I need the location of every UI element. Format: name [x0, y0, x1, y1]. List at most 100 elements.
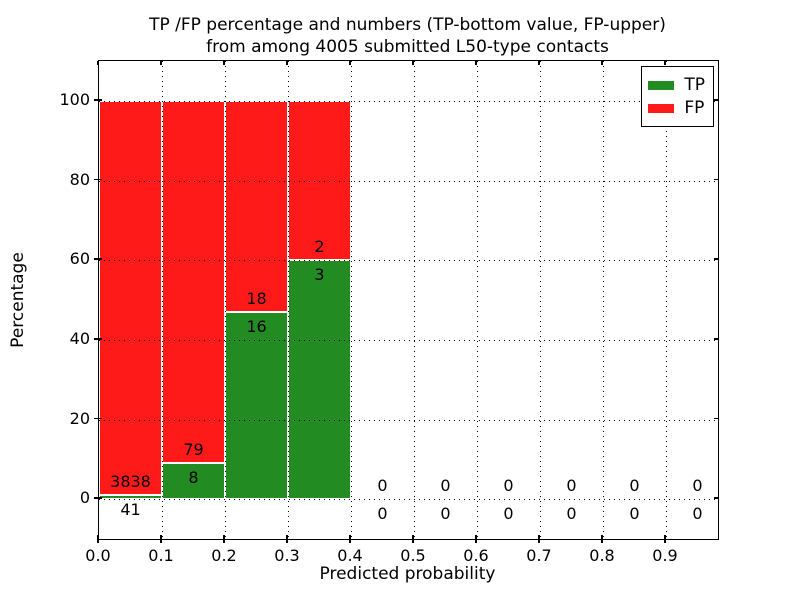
bar-count-tp: 0: [629, 504, 640, 524]
y-tick-label: 100: [59, 89, 90, 109]
bar-segment-fp: [99, 100, 162, 495]
x-tick-label: 0.5: [400, 546, 426, 565]
y-tick-mark: [94, 178, 102, 181]
y-tick-label: 0: [79, 488, 90, 508]
y-tick-mark: [94, 99, 102, 101]
x-tick-label: 0.7: [526, 546, 552, 565]
x-tick-mark: [97, 535, 99, 543]
x-tick-mark-top: [223, 61, 225, 65]
y-tick-mark-right: [714, 338, 718, 340]
gridline-horizontal: [99, 100, 718, 102]
x-tick-mark: [223, 535, 225, 543]
gridline-horizontal: [99, 180, 718, 182]
gridline-horizontal: [99, 419, 718, 421]
bar-count-tp: 0: [503, 504, 514, 524]
y-tick-mark: [94, 258, 102, 260]
bar-count-tp: 41: [120, 499, 141, 519]
bar-count-fp: 18: [246, 288, 267, 308]
y-axis-label: Percentage: [8, 252, 28, 348]
bar-count-fp: 0: [440, 476, 451, 496]
x-tick-mark-top: [475, 61, 477, 65]
x-tick-mark-top: [97, 61, 99, 65]
x-tick-label: 0.6: [463, 546, 489, 565]
y-tick-mark: [94, 417, 102, 420]
gridline-horizontal: [99, 499, 718, 501]
bar-count-tp: 0: [692, 504, 703, 524]
bar-count-fp: 0: [503, 476, 514, 496]
bar-count-tp: 8: [188, 467, 199, 487]
tp-swatch-icon: [648, 80, 675, 90]
legend-label-fp: FP: [684, 98, 705, 118]
gridline-vertical: [225, 61, 226, 539]
bar-count-fp: 0: [692, 476, 703, 496]
bar-count-tp: 0: [440, 504, 451, 524]
x-tick-mark: [538, 535, 540, 543]
y-tick-mark-right: [714, 178, 718, 181]
y-tick-mark-right: [714, 417, 718, 420]
gridline-vertical: [666, 61, 667, 539]
y-tick-mark-right: [714, 258, 718, 260]
x-tick-label: 0.2: [211, 546, 237, 565]
y-tick-mark: [94, 338, 102, 340]
bar-count-tp: 0: [377, 504, 388, 524]
fp-swatch-icon: [648, 103, 675, 113]
bar-count-fp: 79: [183, 439, 204, 459]
legend: TP FP: [641, 66, 714, 127]
x-tick-mark: [664, 535, 666, 543]
x-tick-label: 0.4: [337, 546, 363, 565]
gridline-vertical: [540, 61, 541, 539]
x-tick-mark-top: [538, 61, 540, 65]
y-tick-label: 80: [69, 169, 90, 189]
x-tick-mark-top: [160, 61, 162, 65]
x-tick-label: 0.8: [589, 546, 615, 565]
x-tick-label: 0.1: [148, 546, 174, 565]
x-tick-mark: [160, 535, 162, 543]
bar-count-fp: 2: [314, 237, 325, 257]
bar-segment-tp: [99, 494, 162, 500]
x-tick-mark: [349, 535, 351, 543]
gridline-vertical: [477, 61, 478, 539]
bar-count-fp: 0: [377, 476, 388, 496]
bar-count-fp: 3838: [110, 471, 151, 491]
bar-count-tp: 0: [566, 504, 577, 524]
x-tick-mark: [286, 535, 288, 543]
x-tick-mark-top: [349, 61, 351, 65]
x-tick-label: 0.3: [274, 546, 300, 565]
legend-item-tp: TP: [648, 75, 705, 95]
x-tick-mark-top: [664, 61, 666, 65]
gridline-vertical: [288, 61, 289, 539]
gridline-vertical: [603, 61, 604, 539]
gridline-horizontal: [99, 260, 718, 262]
legend-label-tp: TP: [684, 75, 705, 95]
gridline-vertical: [414, 61, 415, 539]
legend-item-fp: FP: [648, 98, 705, 118]
gridline-horizontal: [99, 339, 718, 341]
plot-area: 3838 41 79 8 18 16 2 3 0 0 0 0 0 0 0 0 0 0 0 0 TP FP: [98, 60, 719, 540]
y-tick-label: 60: [69, 249, 90, 269]
y-tick-mark-right: [714, 99, 718, 101]
chart-title-line-2: from among 4005 submitted L50-type conta…: [206, 37, 609, 57]
bar-count-fp: 0: [566, 476, 577, 496]
bar-segment-fp: [225, 100, 288, 312]
bar-segment-fp: [162, 100, 225, 463]
x-tick-mark-top: [412, 61, 414, 65]
x-tick-mark: [601, 535, 603, 543]
x-tick-label: 0.0: [85, 546, 111, 565]
bar-count-tp: 3: [314, 265, 325, 285]
x-tick-mark-top: [601, 61, 603, 65]
bar-segment-tp: [288, 260, 351, 500]
chart-title-line-1: TP /FP percentage and numbers (TP-bottom…: [149, 15, 666, 35]
bar-segment-tp: [162, 462, 225, 500]
bar-count-tp: 16: [246, 316, 267, 336]
y-tick-label: 20: [69, 408, 90, 428]
y-tick-mark-right: [714, 497, 718, 499]
bar-count-fp: 0: [629, 476, 640, 496]
y-tick-label: 40: [69, 328, 90, 348]
x-tick-label: 0.9: [652, 546, 678, 565]
x-axis-label: Predicted probability: [319, 564, 496, 584]
gridline-vertical: [351, 61, 352, 539]
y-tick-mark: [94, 497, 102, 499]
x-tick-mark: [475, 535, 477, 543]
x-tick-mark-top: [286, 61, 288, 65]
